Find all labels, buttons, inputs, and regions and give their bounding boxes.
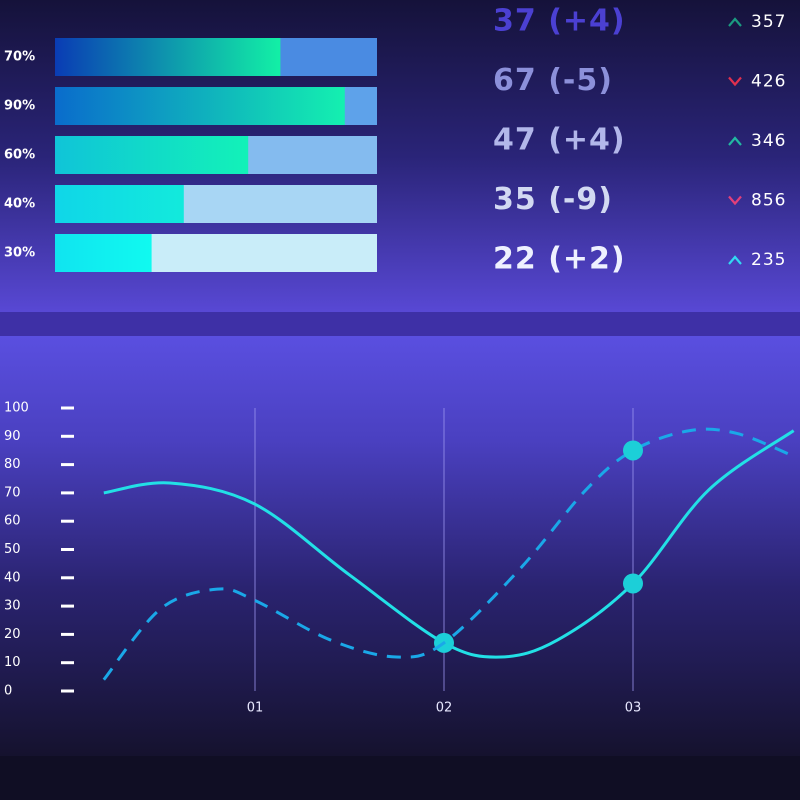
divider (0, 312, 800, 336)
y-tick-label: 10 (4, 655, 21, 670)
bar-label: 60% (4, 148, 35, 163)
bar (55, 136, 249, 174)
y-tick-label: 100 (4, 401, 29, 416)
chart-panel (0, 336, 800, 756)
bar (55, 185, 184, 223)
count: 346 (751, 131, 786, 151)
bar-label: 30% (4, 246, 35, 261)
y-tick-label: 20 (4, 627, 21, 642)
trend-arrow (728, 136, 742, 146)
score: 22 (+2) (493, 242, 626, 277)
x-tick-label: 02 (436, 701, 453, 716)
trend-arrow (728, 76, 742, 87)
y-tick-label: 40 (4, 570, 21, 585)
point-marker (623, 573, 643, 594)
y-tick-label: 60 (4, 514, 21, 529)
line-dashed (102, 427, 795, 681)
footer (0, 756, 800, 800)
bar (55, 234, 152, 272)
score: 37 (+4) (493, 4, 626, 39)
bar (55, 87, 345, 125)
count: 357 (751, 12, 786, 32)
y-tick-label: 80 (4, 457, 21, 472)
bar-label: 40% (4, 197, 35, 212)
line-solid (103, 429, 795, 659)
count: 856 (751, 191, 786, 211)
x-tick-label: 01 (247, 701, 264, 716)
y-tick-label: 90 (4, 429, 21, 444)
y-tick-label: 30 (4, 599, 21, 614)
count: 426 (751, 72, 786, 92)
score: 47 (+4) (493, 123, 626, 158)
y-tick-label: 50 (4, 542, 21, 557)
count: 235 (751, 250, 786, 270)
trend-arrow (728, 17, 742, 27)
trend-arrow (728, 255, 742, 265)
score: 35 (-9) (493, 182, 613, 217)
x-tick-label: 03 (625, 701, 642, 716)
y-tick-label: 0 (4, 684, 12, 699)
bar-label: 90% (4, 99, 35, 114)
bar (55, 38, 281, 76)
trend-arrow (728, 195, 742, 206)
score: 67 (-5) (493, 63, 613, 98)
bar-label: 70% (4, 50, 35, 65)
point-marker (623, 440, 643, 461)
y-tick-label: 70 (4, 485, 21, 500)
